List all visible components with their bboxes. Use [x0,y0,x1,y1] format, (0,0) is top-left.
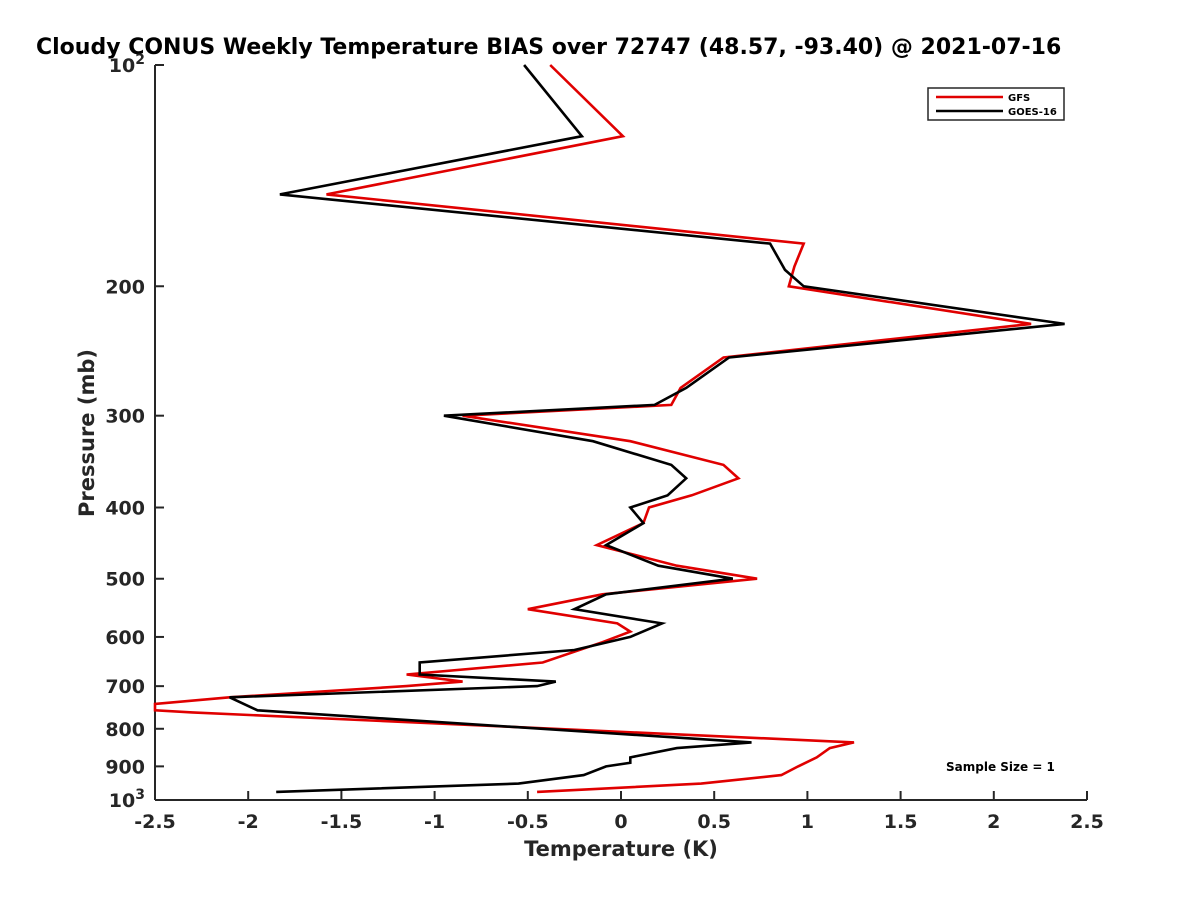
legend-box [927,87,1065,121]
legend-label-goes16: GOES-16 [1008,107,1057,118]
y-ticks: 200 300 400 500 600 700 800 900 102 103 [105,52,164,812]
x-tick-label: -0.5 [507,811,549,833]
y-tick-label: 200 [105,276,145,298]
series-layer [153,64,1065,794]
y-tick-label: 300 [105,406,145,428]
x-tick-label: -1 [424,811,445,833]
series-line-gfs [153,64,1032,794]
y-tick-label: 900 [105,756,145,778]
y-tick-label: 400 [105,498,145,520]
sample-size-annotation: Sample Size = 1 [946,760,1055,774]
chart-title: Cloudy CONUS Weekly Temperature BIAS ove… [36,35,1061,60]
y-axis-label: Pressure (mb) [75,349,99,517]
y-tick-label: 800 [105,719,145,741]
y-tick-label: 700 [105,676,145,698]
x-tick-label: 2 [987,811,1000,833]
x-tick-label: -1.5 [321,811,363,833]
x-tick-label: 2.5 [1070,811,1104,833]
x-ticks: -2.5 -2 -1.5 -1 -0.5 0 0.5 1 1.5 2 2.5 [134,791,1104,833]
x-tick-label: -2.5 [134,811,176,833]
x-tick-label: 1.5 [884,811,918,833]
y-decade-tick-label: 103 [109,787,145,812]
y-tick-label: 500 [105,569,145,591]
legend: GFS GOES-16 [927,87,1065,121]
x-tick-label: 0.5 [697,811,731,833]
legend-label-gfs: GFS [1008,93,1030,104]
y-tick-label: 600 [105,627,145,649]
series-line-goes16 [229,64,1065,794]
x-tick-label: 0 [614,811,627,833]
axes-frame [154,65,1087,801]
y-decade-tick-label: 102 [109,52,145,77]
x-tick-label: 1 [801,811,814,833]
x-tick-label: -2 [238,811,259,833]
x-axis-label: Temperature (K) [524,837,718,861]
